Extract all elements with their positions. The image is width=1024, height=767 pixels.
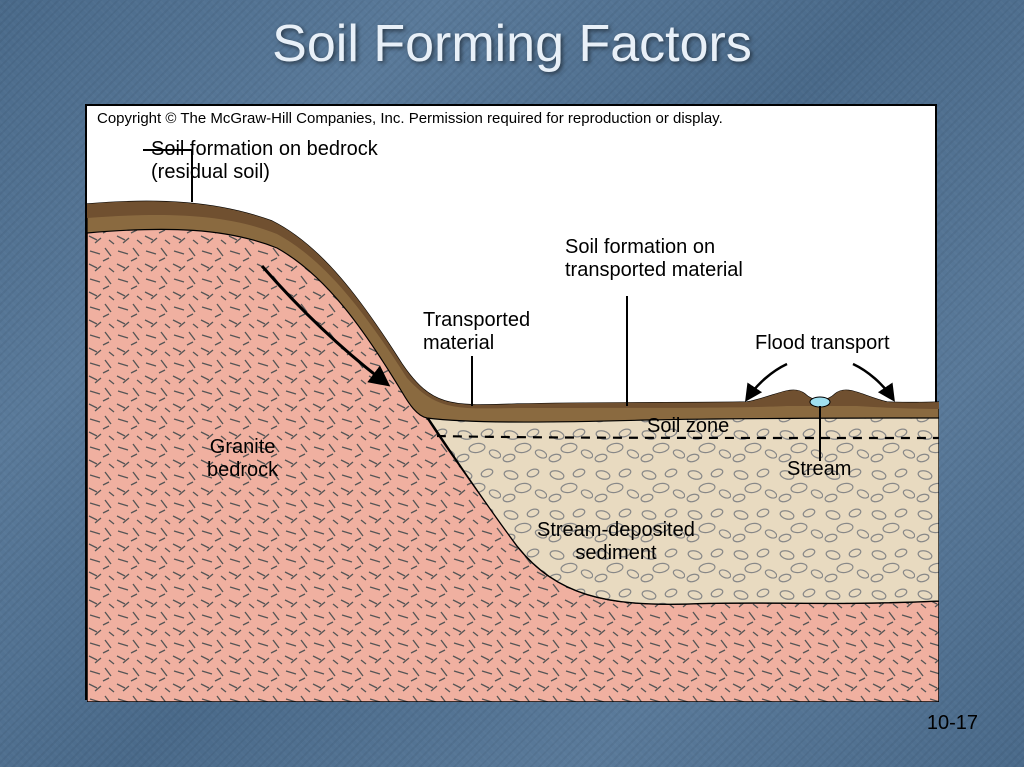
soil-diagram: Copyright © The McGraw-Hill Companies, I… bbox=[85, 104, 937, 700]
label-sediment: Stream-deposited sediment bbox=[537, 519, 695, 565]
label-transported-soil: Soil formation on transported material bbox=[565, 236, 743, 282]
page-number: 10-17 bbox=[927, 712, 978, 735]
label-flood-transport: Flood transport bbox=[755, 332, 890, 355]
label-bedrock-soil: Soil formation on bedrock (residual soil… bbox=[151, 138, 378, 184]
label-granite-bedrock: Granite bedrock bbox=[207, 436, 278, 482]
diagram-svg: Soil zone bbox=[87, 106, 939, 702]
soil-zone-label-svg: Soil zone bbox=[647, 415, 729, 437]
label-stream: Stream bbox=[787, 458, 851, 481]
slide-title: Soil Forming Factors bbox=[0, 14, 1024, 74]
label-transported-material: Transported material bbox=[423, 309, 530, 355]
copyright-text: Copyright © The McGraw-Hill Companies, I… bbox=[97, 110, 925, 127]
stream-water bbox=[810, 397, 830, 407]
